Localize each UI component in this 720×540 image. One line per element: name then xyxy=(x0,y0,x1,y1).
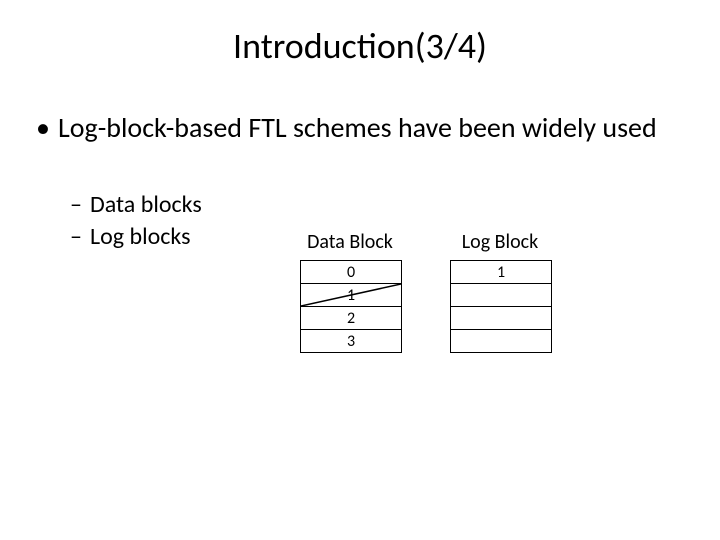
subbullet-text: Data blocks xyxy=(90,190,202,219)
subbullet-2: –Log blocks xyxy=(70,222,190,251)
data-block-table: 0 1 2 3 xyxy=(300,260,402,353)
data-cell-0: 0 xyxy=(301,261,402,284)
log-cell-2 xyxy=(451,307,552,330)
bullet-text: Log-block-based FTL schemes have been wi… xyxy=(58,110,658,145)
data-cell-3: 3 xyxy=(301,330,402,353)
subbullet-text: Log blocks xyxy=(90,222,190,251)
cell-value: 3 xyxy=(347,332,355,351)
data-block-label: Data Block xyxy=(290,230,410,254)
data-cell-2: 2 xyxy=(301,307,402,330)
subbullet-1: –Data blocks xyxy=(70,190,202,219)
cell-value: 1 xyxy=(497,263,505,282)
subbullet-marker: – xyxy=(70,222,90,251)
log-cell-0: 1 xyxy=(451,261,552,284)
cell-value: 0 xyxy=(347,263,355,282)
page-title: Introduction(3/4) xyxy=(0,24,720,68)
log-cell-3 xyxy=(451,330,552,353)
cell-value: 1 xyxy=(347,286,355,305)
log-cell-1 xyxy=(451,284,552,307)
cell-value: 2 xyxy=(347,309,355,328)
data-cell-1: 1 xyxy=(301,284,402,307)
log-block-table: 1 xyxy=(450,260,552,353)
bullet-level1: •Log-block-based FTL schemes have been w… xyxy=(36,110,676,145)
log-block-label: Log Block xyxy=(440,230,560,254)
slide: Introduction(3/4) •Log-block-based FTL s… xyxy=(0,0,720,540)
subbullet-marker: – xyxy=(70,190,90,219)
bullet-marker: • xyxy=(36,110,58,145)
